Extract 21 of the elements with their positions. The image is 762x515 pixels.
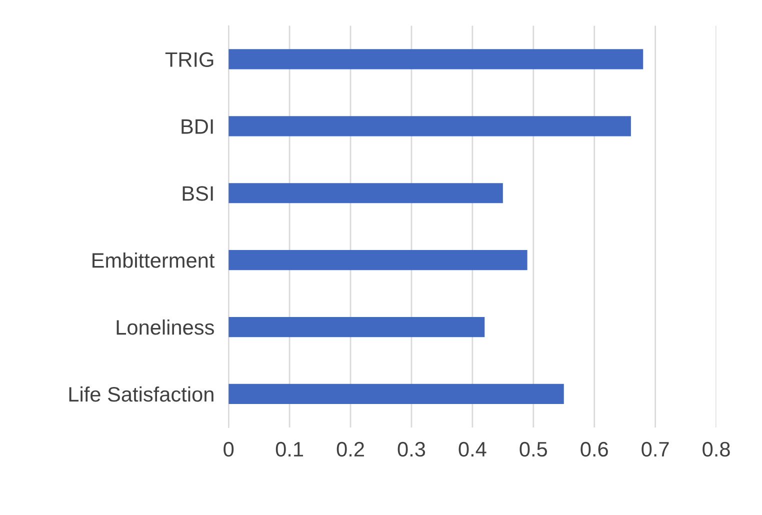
- y-tick-label: TRIG: [165, 52, 214, 67]
- x-tick-label: 0.3: [398, 442, 426, 457]
- bar: [228, 316, 485, 338]
- x-tick-label: 0.8: [702, 442, 730, 457]
- y-tick-label: Embitterment: [92, 252, 215, 268]
- y-tick-label: Life Satisfaction: [69, 386, 214, 402]
- bar: [228, 49, 644, 70]
- x-tick-label: 0.7: [642, 442, 669, 457]
- bar: [228, 183, 503, 204]
- x-tick-label: 0: [224, 442, 234, 457]
- x-tick-label: 0.1: [276, 442, 304, 457]
- x-tick-label: 0.5: [520, 442, 548, 457]
- bar: [228, 384, 564, 404]
- bar: [228, 116, 631, 136]
- y-tick-label: Loneliness: [116, 319, 214, 335]
- bar: [228, 250, 528, 270]
- x-tick-label: 0.6: [580, 442, 608, 457]
- y-tick-label: BSI: [182, 186, 213, 201]
- y-tick-label: BDI: [182, 119, 213, 134]
- x-tick-label: 0.4: [458, 442, 486, 457]
- x-tick-label: 0.2: [336, 442, 364, 457]
